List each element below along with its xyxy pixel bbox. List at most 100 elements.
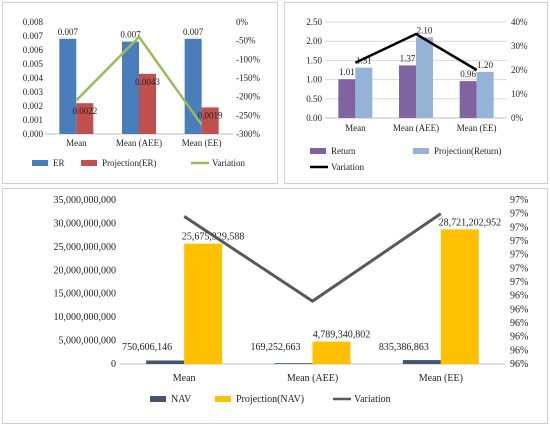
legend-swatch [32,160,48,166]
bar-er [59,38,77,134]
data-label: 0.007 [120,30,141,40]
category-label: Mean (AEE) [393,123,439,133]
legend-label: Projection(Return) [434,146,501,156]
legend-label: Projection(ER) [102,158,157,168]
y2-tick-label: 97% [510,209,528,220]
data-label: 0.0019 [198,110,223,120]
data-label: 1.20 [477,60,493,70]
y-tick-label: 0.007 [23,31,44,41]
category-label: Mean [66,138,87,148]
category-label: Mean [345,123,366,133]
category-label: Mean (EE) [182,138,222,148]
y-tick-label: 0.001 [23,115,43,125]
data-label: 169,252,663 [251,342,301,353]
legend-label: Return [331,146,356,156]
category-label: Mean (AEE) [287,373,338,384]
y2-tick-label: -200% [236,92,260,102]
legend-label: ER [53,158,65,168]
bar-projection-er- [201,107,219,134]
y-tick-label: 0 [111,359,116,370]
y-tick-label: 2.00 [306,36,322,46]
y2-tick-label: 40% [511,17,528,27]
legend-swatch [310,148,326,154]
y2-tick-label: 96% [510,332,528,343]
y2-tick-label: -100% [236,54,260,64]
y2-tick-label: -250% [236,110,260,120]
legend-swatch [215,396,231,402]
y-tick-label: 0.005 [23,59,44,69]
category-label: Mean [173,373,196,384]
bar-return [338,79,356,118]
y2-tick-label: 97% [510,222,528,233]
y2-tick-label: 97% [510,250,528,261]
y2-tick-label: 97% [510,236,528,247]
data-label: 0.96 [460,69,476,79]
legend-swatch [413,148,429,154]
y2-tick-label: 96% [510,291,528,302]
y-tick-label: 0.006 [23,45,44,55]
y2-tick-label: 0% [511,113,524,123]
y2-tick-label: 96% [510,345,528,356]
y-tick-label: 1.50 [306,55,322,65]
bar-nav [402,360,441,364]
data-label: 750,606,146 [122,342,172,353]
bar-return [399,65,416,118]
legend-label: Variation [331,162,364,172]
y-tick-label: 10,000,000,000 [54,312,117,323]
data-label: 2.10 [417,25,433,35]
y2-tick-label: 30% [511,41,528,51]
legend-swatch [150,396,166,402]
bar-projection-return- [355,67,373,118]
y2-tick-label: 10% [511,89,528,99]
legend-label: Variation [212,158,245,168]
y-tick-label: 25,000,000,000 [54,242,117,253]
y-tick-label: 15,000,000,000 [54,289,117,300]
y-tick-label: 30,000,000,000 [54,218,117,229]
variation-line [75,34,203,126]
y2-tick-label: 97% [510,195,528,206]
y-tick-label: 0.004 [23,73,44,83]
y2-tick-label: 96% [510,359,528,370]
variation-line [354,32,478,72]
bar-projection-nav- [312,341,351,364]
legend-label: Projection(NAV) [236,394,304,405]
y2-tick-label: 96% [510,304,528,315]
data-label: 0.0022 [72,106,97,116]
y-tick-label: 0.008 [23,17,44,27]
bar-nav [274,363,313,364]
y2-tick-label: -150% [236,73,260,83]
data-label: 1.31 [356,56,372,66]
bar-projection-er- [76,103,94,134]
y-tick-label: 0.00 [306,113,322,123]
legend-label: NAV [171,394,192,405]
bar-projection-nav- [184,243,223,364]
data-label: 0.007 [183,27,204,37]
y2-tick-label: -50% [236,36,256,46]
variation-line [183,212,442,303]
y-tick-label: 35,000,000,000 [54,195,117,206]
data-label: 28,721,202,952 [439,217,502,228]
category-label: Mean (EE) [457,123,497,133]
bar-er [184,38,202,134]
y2-tick-label: 97% [510,277,528,288]
bar-projection-return- [416,37,433,118]
y-tick-label: 0.003 [23,87,44,97]
data-label: 1.01 [339,67,355,77]
bar-er [122,41,139,134]
category-label: Mean (AEE) [116,138,162,148]
data-label: 0.007 [58,27,79,37]
y-tick-label: 5,000,000,000 [59,336,117,347]
y2-tick-label: 97% [510,263,528,274]
data-label: 1.37 [400,53,416,63]
bar-projection-nav- [440,229,479,364]
y2-tick-label: -300% [236,129,260,139]
y-tick-label: 20,000,000,000 [54,265,117,276]
y-tick-label: 0.002 [23,101,43,111]
y2-tick-label: 0% [236,17,249,27]
y-tick-label: 2.50 [306,17,322,27]
y-tick-label: 0.50 [306,94,322,104]
data-label: 835,386,863 [379,342,429,353]
